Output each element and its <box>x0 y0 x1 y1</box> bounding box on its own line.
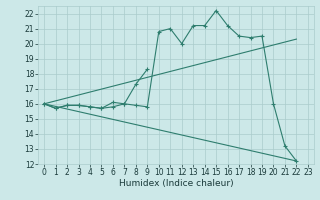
X-axis label: Humidex (Indice chaleur): Humidex (Indice chaleur) <box>119 179 233 188</box>
